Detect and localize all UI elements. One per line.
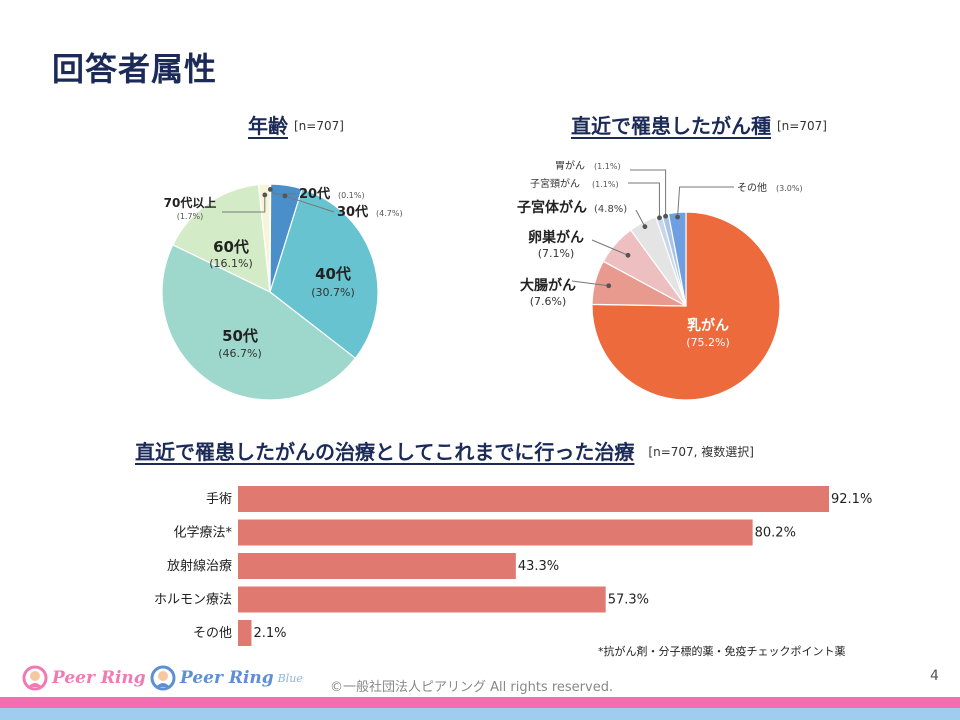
age-label-50: 50代 [222,327,258,345]
cancer-leader-ovary-line [591,239,629,256]
cancer-leader-cervical-dot [657,215,662,221]
bar-2 [238,553,516,579]
bar-value-4: 2.1% [253,626,286,641]
cancer-label-breast: 乳がん [687,317,729,334]
cancer-pct-ovary: (7.1%) [538,247,575,260]
peer-ring-blue-logo-mark-icon [150,665,176,691]
treatment-chart-n: [n=707, 複数選択] [648,445,754,459]
cancer-pct-breast: (75.2%) [686,336,730,349]
cancer-pct-uterine-body: (4.8%) [594,204,627,215]
cancer-label-uterine-body: 子宮体がん [517,199,587,216]
bar-4 [238,620,252,646]
age-chart-title: 年齢 [n=707] [248,110,344,139]
age-slice-5 [257,183,271,293]
cancer-label-colon: 大腸がん [520,277,576,294]
slide-title: 回答者属性 [52,50,218,88]
cancer-leader-other-dot [675,214,680,220]
treatment-chart-title-text: 直近で罹患したがんの治療としてこれまでに行った治療 [135,440,635,464]
cancer-chart-title-text: 直近で罹患したがん種 [571,114,771,138]
age-pct-60: (16.1%) [209,257,253,270]
bar-value-0: 92.1% [831,492,872,507]
bar-1 [238,519,753,546]
age-pct-30: (4.7%) [376,209,403,218]
age-leader-70-line [222,194,266,213]
cancer-leader-stomach-dot [663,213,669,219]
age-pct-40: (30.7%) [311,286,355,299]
cancer-label-stomach: 胃がん [555,159,585,172]
cancer-leader-other-line [677,186,734,218]
cancer-label-cervical: 子宮頸がん [530,177,580,190]
bar-value-1: 80.2% [755,526,796,541]
age-leader-30-dot [282,193,288,199]
cancer-leader-uterine-body-line [635,209,646,227]
bar-0 [238,486,829,512]
cancer-leader-ovary-dot [625,252,631,258]
bar-category-1: 化学療法* [173,525,232,541]
age-slice-4 [172,183,271,294]
cancer-label-other: その他 [737,181,767,194]
peer-ring-blue-logo: Peer Ring Blue [150,663,303,693]
cancer-leader-colon-dot [606,283,612,289]
bar-category-0: 手術 [206,492,232,507]
age-label-60: 60代 [213,238,249,256]
age-leader-20-dot [267,187,273,192]
bar-category-2: 放射線治療 [167,558,232,574]
cancer-leader-cervical-line [628,182,660,218]
copyright: ©一般社団法人ピアリング All rights reserved. [330,680,614,695]
age-pct-50: (46.7%) [218,347,262,360]
age-slice-3 [161,243,357,401]
age-pct-70: (1.7%) [177,212,204,221]
age-label-30: 30代 [337,204,368,220]
page-number: 4 [930,668,939,684]
cancer-chart-n: [n=707] [777,119,827,133]
footer-stripe-pink [0,697,960,708]
footer-stripe-blue [0,708,960,720]
age-pct-20: (0.1%) [338,191,365,200]
age-label-40: 40代 [315,265,351,283]
cancer-pct-other: (3.0%) [776,184,803,193]
age-label-70: 70代以上 [164,195,217,210]
age-slice-2 [269,188,379,360]
cancer-leader-uterine-body-dot [642,224,648,230]
age-leader-70-dot [262,192,268,198]
cancer-pct-stomach: (1.1%) [594,162,621,171]
cancer-slice-0 [591,211,781,401]
bar-category-4: その他 [193,626,232,641]
cancer-leader-stomach-line [630,169,667,217]
cancer-pct-cervical: (1.1%) [592,180,619,189]
peer-ring-blue-logo-sub: Blue [277,671,303,685]
peer-ring-blue-logo-text: Peer Ring [180,668,274,688]
peer-ring-logo-mark-icon [22,665,48,691]
peer-ring-logo: Peer Ring [22,663,146,693]
bar-3 [238,586,606,613]
peer-ring-logo-text: Peer Ring [52,668,146,688]
age-label-20: 20代 [299,186,330,202]
cancer-slice-6 [667,211,687,307]
age-leader-30-line [284,195,335,213]
bar-category-3: ホルモン療法 [154,593,232,608]
cancer-chart-title: 直近で罹患したがん種 [n=707] [571,110,827,139]
bar-value-3: 57.3% [608,593,649,608]
cancer-pct-colon: (7.6%) [530,295,567,308]
age-chart-n: [n=707] [294,119,344,133]
cancer-leader-colon-line [571,280,609,287]
bar-value-2: 43.3% [518,559,559,574]
cancer-label-ovary: 卵巣がん [528,229,584,246]
footnote: *抗がん剤・分子標的薬・免疫チェックポイント薬 [598,645,846,658]
age-chart-title-text: 年齢 [248,114,288,138]
treatment-chart-title: 直近で罹患したがんの治療としてこれまでに行った治療 [n=707, 複数選択] [135,436,754,465]
